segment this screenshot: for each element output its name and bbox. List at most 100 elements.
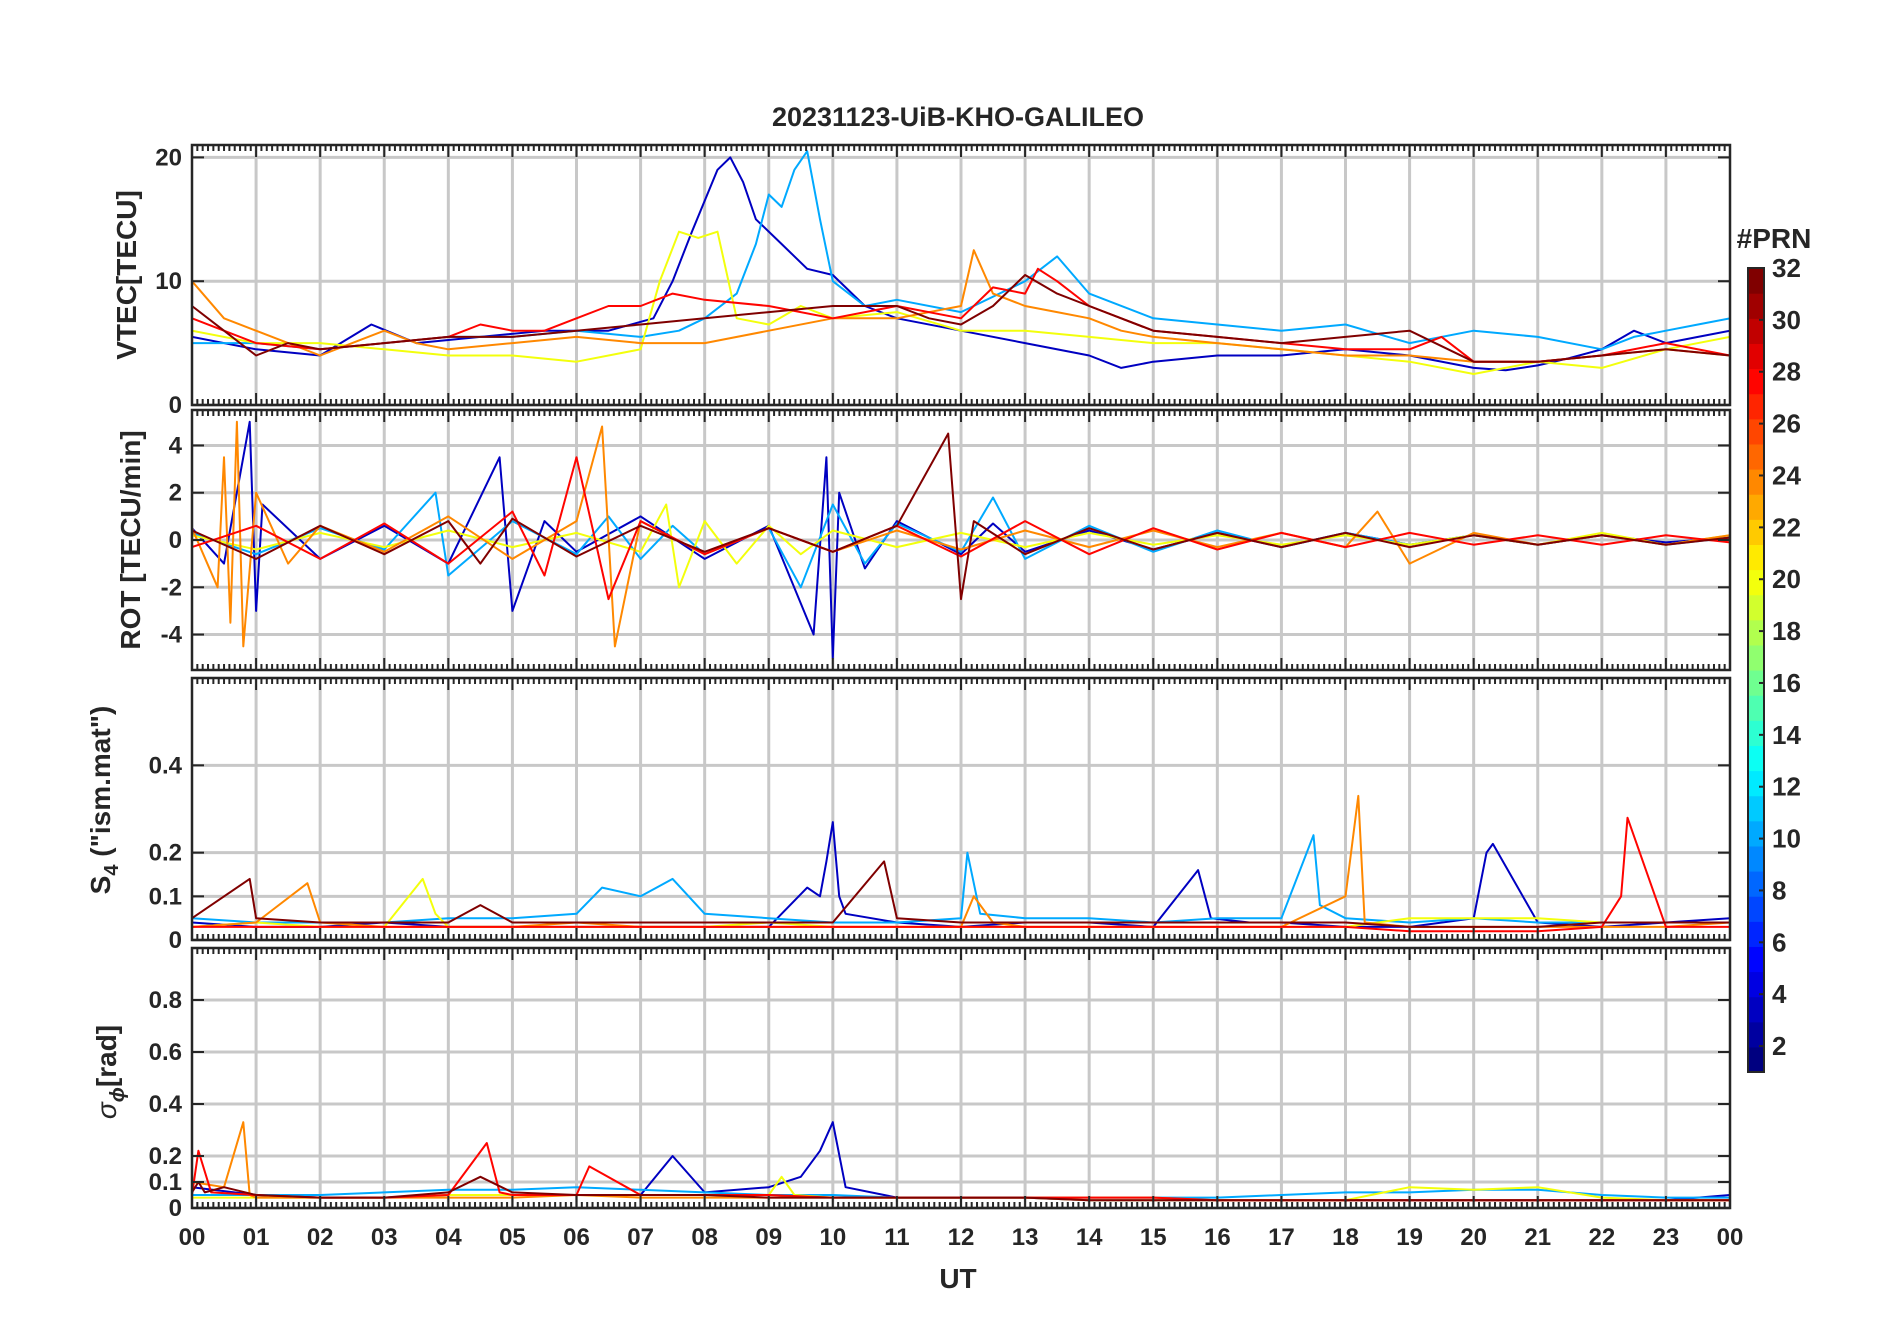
colorbar-segment bbox=[1748, 443, 1764, 470]
colorbar-segment bbox=[1748, 619, 1764, 646]
colorbar-segment bbox=[1748, 896, 1764, 922]
y-tick-label: 0 bbox=[169, 392, 182, 419]
x-tick-label: 00 bbox=[1717, 1224, 1744, 1251]
colorbar-tick-label: 10 bbox=[1772, 824, 1801, 854]
sigma-phi-y-tick-labels: 00.10.2 0.4 0.6 0.8 bbox=[149, 987, 183, 1222]
colorbar-segment bbox=[1748, 594, 1764, 621]
colorbar-label: #PRN bbox=[1737, 223, 1812, 254]
colorbar-segment bbox=[1748, 820, 1764, 847]
colorbar-tick-label: 18 bbox=[1772, 616, 1801, 646]
colorbar-segment bbox=[1748, 720, 1764, 746]
y-tick-label: 0 bbox=[169, 1195, 182, 1222]
rot-y-tick-labels: -4 -2 0 2 4 bbox=[161, 432, 183, 648]
y-tick-label: 0 bbox=[169, 927, 182, 954]
s4-label-subscript: 4 bbox=[101, 864, 123, 876]
chart-title: 20231123-UiB-KHO-GALILEO bbox=[772, 102, 1144, 132]
y-tick-label: 0.2 bbox=[149, 840, 182, 867]
s4-label-suffix: ("ism.mat") bbox=[85, 706, 116, 865]
x-tick-label: 09 bbox=[755, 1224, 782, 1251]
y-tick-label: 0.4 bbox=[149, 1091, 183, 1118]
x-tick-label: 22 bbox=[1588, 1224, 1615, 1251]
colorbar-segment bbox=[1748, 921, 1764, 947]
colorbar-tick-label: 2 bbox=[1772, 1031, 1786, 1061]
x-tick-label: 21 bbox=[1524, 1224, 1551, 1251]
colorbar-segment bbox=[1748, 795, 1764, 822]
x-tick-label: 01 bbox=[243, 1224, 270, 1251]
y-tick-label: 0.8 bbox=[149, 987, 182, 1014]
series-prn-28 bbox=[192, 816, 1730, 933]
colorbar-segment bbox=[1748, 368, 1764, 395]
colorbar-tick-label: 26 bbox=[1772, 409, 1801, 439]
y-tick-label: -2 bbox=[161, 574, 182, 601]
series-prn-20 bbox=[192, 503, 1730, 589]
sigma-phi-series bbox=[192, 1121, 1730, 1202]
x-tick-label: 08 bbox=[691, 1224, 718, 1251]
colorbar-tick-label: 4 bbox=[1772, 979, 1787, 1009]
colorbar-segment bbox=[1748, 971, 1764, 998]
y-tick-label: 0.1 bbox=[149, 883, 182, 910]
colorbar-segment bbox=[1748, 469, 1764, 495]
colorbar-tick-label: 22 bbox=[1772, 512, 1801, 542]
sigma-phi-y-axis-label: σϕ[rad] bbox=[91, 1025, 129, 1119]
y-tick-label: 0.6 bbox=[149, 1039, 182, 1066]
rot-y-axis-label: ROT [TECU/min] bbox=[115, 430, 146, 649]
x-tick-label: 13 bbox=[1012, 1224, 1039, 1251]
colorbar-tick-label: 14 bbox=[1772, 720, 1801, 750]
colorbar-segment bbox=[1748, 494, 1764, 520]
vtec-y-axis-label: VTEC[TECU] bbox=[111, 190, 142, 360]
colorbar-segment bbox=[1748, 519, 1764, 545]
x-tick-label: 14 bbox=[1076, 1224, 1103, 1251]
colorbar-segment bbox=[1748, 871, 1764, 897]
rot-ticks bbox=[191, 410, 1731, 670]
colorbar-segment bbox=[1748, 670, 1764, 696]
colorbar-segment bbox=[1748, 1046, 1764, 1073]
y-tick-label: 0 bbox=[169, 527, 182, 554]
series-prn-32 bbox=[192, 432, 1730, 601]
y-tick-label: 0.4 bbox=[149, 752, 183, 779]
colorbar-segment bbox=[1748, 293, 1764, 319]
panel-rot: -4 -2 0 2 4 ROT [TECU/min] bbox=[115, 408, 1732, 672]
colorbar-segment bbox=[1748, 393, 1764, 420]
series-prn-10 bbox=[192, 834, 1730, 924]
series-prn-20 bbox=[192, 230, 1730, 375]
vtec-series bbox=[192, 150, 1730, 375]
panel-s4: 0 0.1 0.2 0.4 S4 ("ism.mat") bbox=[85, 676, 1732, 954]
x-tick-label: 15 bbox=[1140, 1224, 1167, 1251]
x-tick-label: 20 bbox=[1460, 1224, 1487, 1251]
y-tick-label: 0.2 bbox=[149, 1143, 182, 1170]
s4-ticks bbox=[191, 678, 1731, 941]
y-tick-label: -4 bbox=[161, 622, 183, 649]
colorbar-tick-label: 30 bbox=[1772, 305, 1801, 335]
colorbar-segment bbox=[1748, 845, 1764, 872]
x-tick-label: 04 bbox=[435, 1224, 462, 1251]
x-tick-label: 11 bbox=[884, 1224, 909, 1251]
sigma-phi-grid bbox=[192, 948, 1730, 1210]
colorbar-tick-label: 28 bbox=[1772, 357, 1801, 387]
x-tick-label: 16 bbox=[1204, 1224, 1231, 1251]
x-tick-label: 06 bbox=[563, 1224, 590, 1251]
x-tick-label: 05 bbox=[499, 1224, 526, 1251]
colorbar-tick-label: 16 bbox=[1772, 668, 1801, 698]
series-prn-3 bbox=[192, 156, 1730, 372]
colorbar-tick-label: 32 bbox=[1772, 253, 1801, 283]
s4-label-main: S bbox=[85, 876, 116, 895]
x-tick-label: 07 bbox=[627, 1224, 654, 1251]
x-tick-label: 23 bbox=[1653, 1224, 1680, 1251]
x-axis-label: UT bbox=[939, 1263, 976, 1294]
panel-vtec: 0 10 20 VTEC[TECU] bbox=[111, 143, 1732, 419]
colorbar-tick-label: 12 bbox=[1772, 772, 1801, 802]
series-prn-32 bbox=[192, 860, 1730, 928]
vtec-y-tick-labels: 0 10 20 bbox=[155, 144, 182, 419]
colorbar-frame bbox=[1747, 267, 1765, 1073]
y-tick-label: 10 bbox=[155, 268, 182, 295]
sigma-phi-label-suffix: [rad] bbox=[91, 1025, 122, 1087]
s4-grid bbox=[192, 678, 1730, 942]
colorbar-segment bbox=[1748, 544, 1764, 571]
series-prn-32 bbox=[192, 274, 1730, 363]
colorbar-segment bbox=[1748, 268, 1764, 294]
colorbar-segment bbox=[1748, 343, 1764, 370]
y-tick-label: 20 bbox=[155, 144, 182, 171]
x-tick-label: 03 bbox=[371, 1224, 398, 1251]
colorbar-segment bbox=[1748, 644, 1764, 671]
